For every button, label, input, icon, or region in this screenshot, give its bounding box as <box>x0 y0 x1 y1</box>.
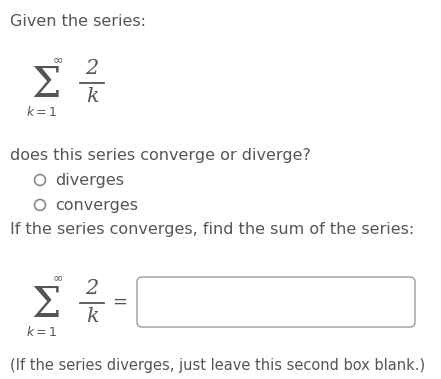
Text: =: = <box>112 293 127 311</box>
Text: does this series converge or diverge?: does this series converge or diverge? <box>10 148 311 163</box>
Text: If the series converges, find the sum of the series:: If the series converges, find the sum of… <box>10 222 414 237</box>
Text: $\infty$: $\infty$ <box>52 53 64 66</box>
Text: 2: 2 <box>86 279 99 298</box>
Text: converges: converges <box>55 198 138 213</box>
Text: $k=1$: $k=1$ <box>26 105 58 119</box>
Text: k: k <box>86 86 98 105</box>
Text: Given the series:: Given the series: <box>10 14 146 29</box>
Text: $\infty$: $\infty$ <box>52 271 64 285</box>
Text: (If the series diverges, just leave this second box blank.): (If the series diverges, just leave this… <box>10 358 425 373</box>
Text: k: k <box>86 307 98 326</box>
Text: 2: 2 <box>86 58 99 77</box>
Text: $\Sigma$: $\Sigma$ <box>31 64 59 106</box>
Text: diverges: diverges <box>55 173 124 188</box>
Text: $k=1$: $k=1$ <box>26 325 58 339</box>
Text: $\Sigma$: $\Sigma$ <box>31 284 59 326</box>
FancyBboxPatch shape <box>137 277 415 327</box>
